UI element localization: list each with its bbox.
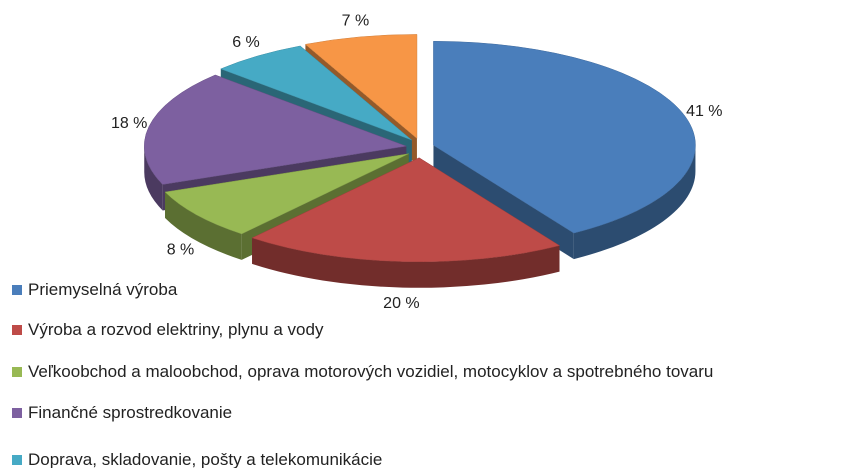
data-label: 7 % <box>342 12 370 29</box>
data-label: 6 % <box>232 34 260 51</box>
slice-wall <box>165 192 242 260</box>
slice <box>164 153 409 235</box>
legend-label: Veľkoobchod a maloobchod, oprava motorov… <box>28 362 714 381</box>
slice <box>433 41 696 234</box>
legend-swatch <box>12 408 22 418</box>
data-label: 18 % <box>111 115 147 132</box>
legend-label: Výroba a rozvod elektriny, plynu a vody <box>28 320 324 339</box>
legend-item: Výroba a rozvod elektriny, plynu a vody <box>12 320 857 340</box>
legend-item: Veľkoobchod a maloobchod, oprava motorov… <box>12 362 857 382</box>
legend-item: Priemyselná výroba <box>12 280 857 300</box>
data-label: 41 % <box>686 103 722 120</box>
slice-wall <box>573 145 696 260</box>
legend-swatch <box>12 325 22 335</box>
slice <box>220 45 412 141</box>
data-label: 20 % <box>383 295 419 312</box>
slice <box>144 74 408 185</box>
data-label: 8 % <box>167 242 195 259</box>
legend-swatch <box>12 455 22 465</box>
legend-item: Doprava, skladovanie, pošty a telekomuni… <box>12 450 857 468</box>
legend-label: Priemyselná výroba <box>28 280 178 299</box>
legend-label: Doprava, skladovanie, pošty a telekomuni… <box>28 450 383 468</box>
legend-item: Finančné sprostredkovanie <box>12 403 857 423</box>
slice-side <box>433 145 574 260</box>
slice <box>251 157 561 263</box>
legend-swatch <box>12 367 22 377</box>
slice-wall <box>252 237 560 288</box>
slice-wall <box>144 146 163 211</box>
legend-label: Finančné sprostredkovanie <box>28 403 233 422</box>
legend-swatch <box>12 285 22 295</box>
slice <box>304 34 418 139</box>
